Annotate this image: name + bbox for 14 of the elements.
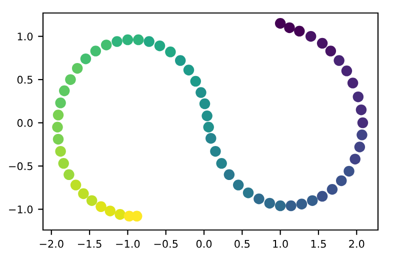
x-tick-label: −1.5 [78, 240, 102, 248]
x-tick-label: −0.5 [154, 240, 178, 248]
y-tick-label: 0.0 [17, 119, 33, 127]
x-tick-label: 0.0 [196, 240, 212, 248]
x-tick-label: 1.5 [311, 240, 326, 248]
x-tick-label: 0.5 [234, 240, 250, 248]
x-tick-label: −2.0 [40, 240, 64, 248]
y-tick-label: −0.5 [9, 162, 32, 170]
x-tick-label: 1.0 [273, 240, 288, 248]
y-tick-label: −1.0 [9, 205, 33, 214]
x-tick-label: −1.0 [116, 240, 140, 248]
y-tick-label: 0.5 [17, 76, 32, 84]
x-tick-label: 2.0 [349, 240, 364, 248]
y-tick-label: 1.0 [18, 32, 33, 40]
